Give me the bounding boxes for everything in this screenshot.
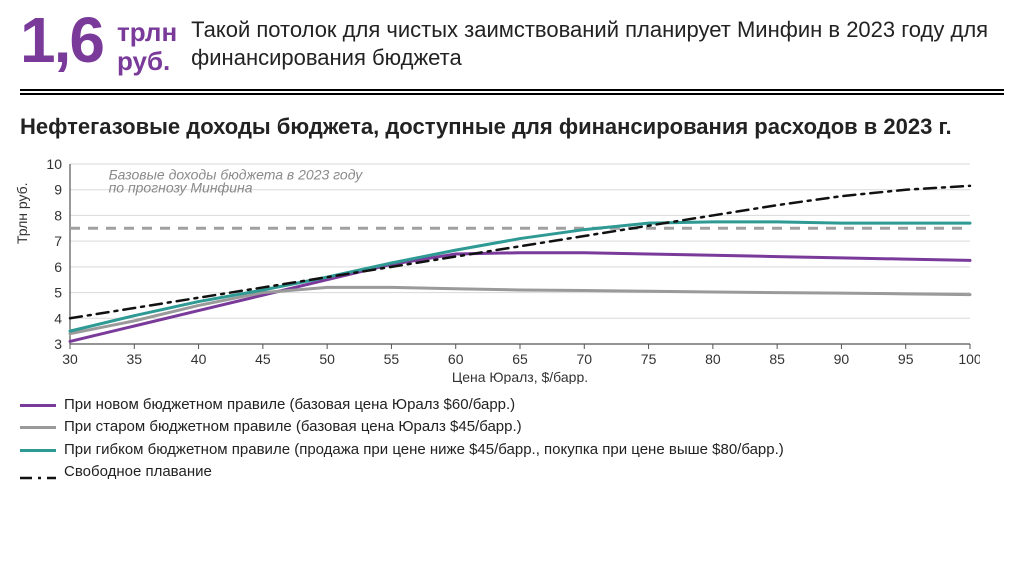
svg-text:55: 55 <box>384 351 400 367</box>
svg-text:50: 50 <box>319 351 335 367</box>
legend-item: При новом бюджетном правиле (базовая цен… <box>20 394 1004 417</box>
svg-text:9: 9 <box>54 181 62 197</box>
svg-text:60: 60 <box>448 351 464 367</box>
callout-text: Такой потолок для чистых заимствований п… <box>191 12 1004 71</box>
chart-ylabel: Трлн руб. <box>14 182 30 244</box>
callout-header: 1,6 трлн руб. Такой потолок для чистых з… <box>20 8 1004 85</box>
svg-text:45: 45 <box>255 351 271 367</box>
svg-text:90: 90 <box>834 351 850 367</box>
svg-text:8: 8 <box>54 207 62 223</box>
legend-swatch <box>20 426 56 429</box>
svg-text:80: 80 <box>705 351 721 367</box>
svg-text:95: 95 <box>898 351 914 367</box>
svg-text:5: 5 <box>54 284 62 300</box>
legend-swatch <box>20 468 56 478</box>
svg-text:Цена Юралз, $/барр.: Цена Юралз, $/барр. <box>452 369 588 384</box>
svg-text:65: 65 <box>512 351 528 367</box>
svg-text:35: 35 <box>126 351 142 367</box>
svg-text:75: 75 <box>641 351 657 367</box>
svg-text:по прогнозу Минфина: по прогнозу Минфина <box>109 179 253 195</box>
svg-text:100: 100 <box>958 351 980 367</box>
svg-text:4: 4 <box>54 310 62 326</box>
callout-unit-bottom: руб. <box>117 47 177 76</box>
legend-item: При гибком бюджетном правиле (продажа пр… <box>20 439 1004 462</box>
legend-item: При старом бюджетном правиле (базовая це… <box>20 416 1004 439</box>
line-chart: 3456789103035404550556065707580859095100… <box>20 154 980 384</box>
callout-unit-top: трлн <box>117 18 177 47</box>
callout-unit: трлн руб. <box>117 12 177 75</box>
svg-text:40: 40 <box>191 351 207 367</box>
svg-text:7: 7 <box>54 233 62 249</box>
chart-title: Нефтегазовые доходы бюджета, доступные д… <box>20 113 1004 142</box>
divider-double <box>20 89 1004 95</box>
svg-text:85: 85 <box>769 351 785 367</box>
chart-container: Трлн руб. 345678910303540455055606570758… <box>20 154 1004 384</box>
legend-item: Свободное плавание <box>20 461 1004 484</box>
chart-legend: При новом бюджетном правиле (базовая цен… <box>20 394 1004 484</box>
svg-text:70: 70 <box>576 351 592 367</box>
legend-swatch <box>20 404 56 407</box>
legend-label: При старом бюджетном правиле (базовая це… <box>64 416 522 439</box>
legend-label: Свободное плавание <box>64 461 212 484</box>
legend-swatch <box>20 449 56 452</box>
svg-text:3: 3 <box>54 336 62 352</box>
svg-text:10: 10 <box>46 156 62 172</box>
legend-label: При гибком бюджетном правиле (продажа пр… <box>64 439 784 462</box>
legend-label: При новом бюджетном правиле (базовая цен… <box>64 394 515 417</box>
svg-text:6: 6 <box>54 259 62 275</box>
callout-value: 1,6 <box>20 12 103 70</box>
svg-text:30: 30 <box>62 351 78 367</box>
